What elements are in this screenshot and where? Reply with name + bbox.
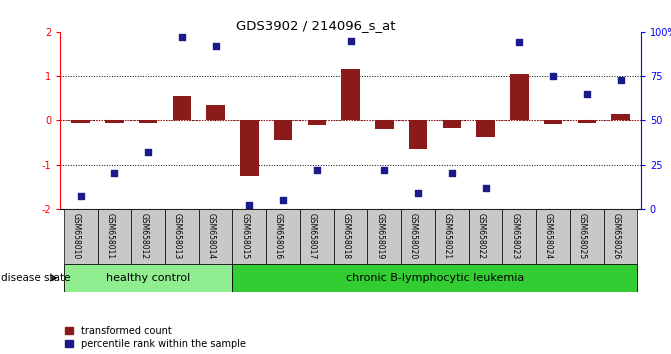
- Bar: [64, 264, 232, 292]
- Bar: [409, 120, 427, 149]
- Bar: [132, 209, 165, 264]
- Text: GSM658015: GSM658015: [240, 213, 250, 259]
- Point: [514, 40, 525, 45]
- Text: GSM658023: GSM658023: [511, 213, 519, 259]
- Bar: [172, 96, 191, 120]
- Point: [143, 149, 154, 155]
- Bar: [333, 209, 368, 264]
- Bar: [469, 209, 503, 264]
- Text: GSM658024: GSM658024: [544, 213, 553, 259]
- Text: GSM658014: GSM658014: [207, 213, 215, 259]
- Point: [548, 73, 558, 79]
- Bar: [199, 209, 232, 264]
- Legend: transformed count, percentile rank within the sample: transformed count, percentile rank withi…: [65, 326, 246, 349]
- Bar: [266, 209, 300, 264]
- Bar: [604, 209, 637, 264]
- Text: GSM658021: GSM658021: [443, 213, 452, 259]
- Text: GDS3902 / 214096_s_at: GDS3902 / 214096_s_at: [236, 19, 395, 33]
- Point: [480, 185, 491, 190]
- Bar: [274, 120, 293, 140]
- Text: GSM658016: GSM658016: [274, 213, 283, 259]
- Text: GSM658020: GSM658020: [409, 213, 418, 259]
- Bar: [503, 209, 536, 264]
- Bar: [611, 114, 630, 120]
- Text: GSM658017: GSM658017: [308, 213, 317, 259]
- Text: GSM658018: GSM658018: [342, 213, 350, 259]
- Bar: [307, 120, 326, 125]
- Point: [615, 77, 626, 82]
- Point: [311, 167, 322, 173]
- Point: [413, 190, 423, 196]
- Point: [109, 171, 119, 176]
- Bar: [578, 120, 596, 122]
- Text: GSM658025: GSM658025: [578, 213, 587, 259]
- Text: chronic B-lymphocytic leukemia: chronic B-lymphocytic leukemia: [346, 273, 524, 283]
- Text: healthy control: healthy control: [106, 273, 191, 283]
- Bar: [71, 120, 90, 124]
- Bar: [232, 264, 637, 292]
- Bar: [300, 209, 333, 264]
- Bar: [232, 209, 266, 264]
- Point: [345, 38, 356, 44]
- Text: GSM658013: GSM658013: [173, 213, 182, 259]
- Point: [278, 197, 289, 203]
- Text: GSM658026: GSM658026: [611, 213, 621, 259]
- Point: [379, 167, 390, 173]
- Text: GSM658012: GSM658012: [139, 213, 148, 259]
- Bar: [570, 209, 604, 264]
- Bar: [240, 120, 258, 176]
- Bar: [368, 209, 401, 264]
- Point: [176, 34, 187, 40]
- Bar: [401, 209, 435, 264]
- Bar: [64, 209, 97, 264]
- Point: [446, 171, 457, 176]
- Point: [582, 91, 592, 97]
- Point: [210, 43, 221, 49]
- Bar: [476, 120, 495, 137]
- Point: [75, 194, 86, 199]
- Bar: [207, 105, 225, 120]
- Bar: [375, 120, 394, 129]
- Bar: [443, 120, 461, 129]
- Point: [244, 202, 255, 208]
- Text: GSM658022: GSM658022: [476, 213, 486, 259]
- Bar: [536, 209, 570, 264]
- Bar: [105, 120, 123, 124]
- Text: disease state: disease state: [1, 273, 71, 283]
- Bar: [342, 69, 360, 120]
- Bar: [97, 209, 132, 264]
- Bar: [510, 74, 529, 120]
- Text: GSM658011: GSM658011: [105, 213, 114, 259]
- Bar: [165, 209, 199, 264]
- Bar: [435, 209, 469, 264]
- Text: GSM658010: GSM658010: [72, 213, 81, 259]
- Bar: [544, 120, 562, 124]
- Bar: [139, 120, 158, 122]
- Text: GSM658019: GSM658019: [375, 213, 384, 259]
